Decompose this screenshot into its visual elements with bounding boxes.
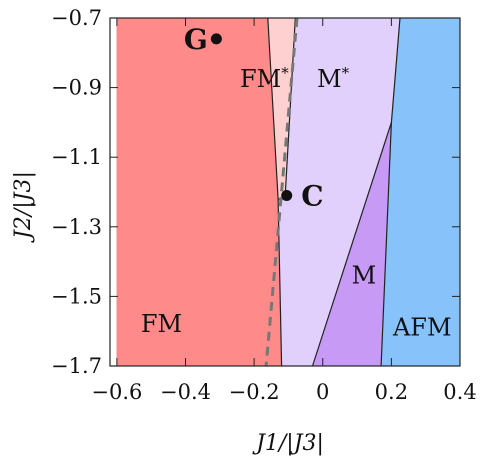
plot-frame bbox=[109, 17, 461, 367]
x-axis-ticks: −0.6 −0.4 −0.2 0 0.2 0.4 bbox=[91, 18, 477, 404]
y-tick-label: −0.7 bbox=[51, 6, 102, 30]
point-label-g: G bbox=[184, 23, 208, 56]
phase-label-afm: AFM bbox=[392, 314, 452, 342]
y-tick-label: −1.5 bbox=[51, 284, 102, 308]
marked-points: GC bbox=[184, 23, 324, 213]
y-axis-ticks: −0.7 −0.9 −1.1 −1.3 −1.5 −1.7 bbox=[51, 6, 460, 378]
y-tick-label: −1.1 bbox=[51, 145, 102, 169]
point-c bbox=[281, 189, 293, 201]
dashed-line bbox=[264, 17, 299, 367]
axis-titles: J1/|J3| J2/|J3| bbox=[11, 171, 324, 456]
phase-label-m-star: M* bbox=[317, 64, 350, 93]
x-tick-label: 0.2 bbox=[375, 380, 408, 404]
x-tick-label: −0.2 bbox=[229, 380, 280, 404]
x-tick-label: −0.4 bbox=[160, 380, 211, 404]
y-tick-label: −1.3 bbox=[51, 215, 102, 239]
x-tick-label: −0.6 bbox=[91, 380, 142, 404]
phase-labels: FM FM* M* M AFM bbox=[141, 64, 452, 342]
x-tick-label: 0 bbox=[316, 380, 329, 404]
phase-label-fm-star: FM* bbox=[240, 64, 289, 93]
y-tick-label: −0.9 bbox=[51, 76, 102, 100]
phase-regions bbox=[110, 17, 461, 367]
dashed-curve bbox=[264, 17, 299, 367]
phase-label-fm: FM bbox=[141, 310, 182, 338]
x-axis-title: J1/|J3| bbox=[252, 431, 324, 456]
point-g bbox=[210, 33, 222, 45]
y-axis-title: J2/|J3| bbox=[11, 171, 36, 243]
point-label-c: C bbox=[301, 179, 323, 212]
y-tick-label: −1.7 bbox=[51, 354, 102, 378]
plot-frame-rect bbox=[109, 17, 461, 367]
x-tick-label: 0.4 bbox=[443, 380, 476, 404]
boundary-line bbox=[311, 122, 392, 367]
plot-margin bbox=[110, 18, 117, 366]
phase-label-m: M bbox=[352, 262, 377, 290]
